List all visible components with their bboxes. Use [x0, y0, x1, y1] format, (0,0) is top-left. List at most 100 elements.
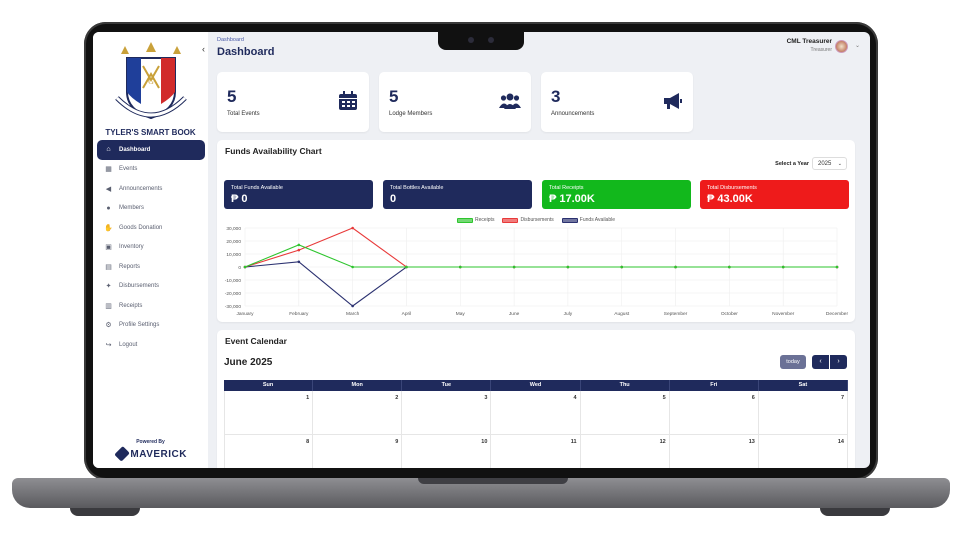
sidebar-item-label: Announcements: [119, 185, 163, 192]
calendar-day-cell[interactable]: 14: [759, 435, 848, 468]
maverick-logo: MAVERICK: [114, 446, 187, 462]
data-point: [297, 248, 301, 252]
fund-value: 0: [390, 193, 397, 205]
stat-label: Announcements: [551, 111, 595, 117]
user-role: Treasurer: [810, 47, 833, 53]
stat-card-events[interactable]: 5 Total Events: [217, 72, 369, 132]
weekday-label: Tue: [402, 380, 492, 391]
x-tick-label: April: [402, 311, 412, 317]
legend-item[interactable]: Disbursements: [502, 217, 554, 223]
legend-swatch: [502, 217, 519, 223]
calendar-day-cell[interactable]: 5: [580, 391, 670, 435]
calendar-day-cell[interactable]: 12: [581, 435, 670, 468]
weekday-label: Sun: [224, 380, 314, 391]
user-name: CML Treasurer: [786, 38, 832, 45]
camera-notch: [438, 30, 524, 50]
sidebar-item-logout[interactable]: ↪ Logout: [97, 335, 205, 355]
sidebar-item-label: Disbursements: [119, 283, 160, 290]
collapse-sidebar-icon[interactable]: ‹: [202, 44, 205, 54]
user-menu[interactable]: CML Treasurer Treasurer ⌄: [786, 38, 860, 53]
sidebar-item-dashboard[interactable]: ⌂ Dashboard: [97, 140, 205, 160]
sidebar-item-reports[interactable]: ▤ Reports: [97, 257, 205, 277]
x-tick-label: August: [614, 311, 630, 317]
calendar-icon: [339, 91, 357, 110]
calendar-day-cell[interactable]: 3: [402, 391, 492, 435]
weekday-label: Thu: [581, 380, 670, 391]
stat-label: Total Events: [227, 111, 260, 117]
today-button[interactable]: today: [780, 355, 806, 369]
app-screen: G TYLER'S SMART BOOK ⌂ Dashboard ▦ Events ◀ A…: [93, 32, 870, 468]
megaphone-icon: ◀: [105, 185, 112, 193]
sidebar-item-label: Dashboard: [119, 146, 151, 153]
chevron-down-icon: ⌄: [837, 161, 842, 167]
calendar-day-cell[interactable]: 1: [224, 391, 314, 435]
stat-label: Lodge Members: [389, 111, 433, 117]
prev-month-button[interactable]: ‹: [812, 355, 829, 369]
calendar-day-cell[interactable]: 9: [313, 435, 403, 468]
y-tick-label: 20,000: [226, 239, 241, 245]
sidebar-item-label: Receipts: [119, 302, 143, 309]
year-select[interactable]: 2025 ⌄: [812, 157, 847, 170]
sidebar-item-label: Goods Donation: [119, 224, 163, 231]
stat-card-members[interactable]: 5 Lodge Members: [379, 72, 531, 132]
page-title: Dashboard: [217, 46, 275, 58]
data-point: [405, 265, 408, 269]
fund-value: ₱ 43.00K: [707, 193, 753, 205]
calendar-day-cell[interactable]: 4: [491, 391, 581, 435]
x-tick-label: July: [564, 311, 573, 317]
camera-icon: [468, 37, 474, 43]
legend-swatch: [456, 217, 473, 223]
legend-item[interactable]: Receipts: [456, 217, 494, 223]
sidebar-item-inventory[interactable]: ▣ Inventory: [97, 238, 205, 258]
sidebar-item-announcements[interactable]: ◀ Announcements: [97, 179, 205, 199]
home-icon: ⌂: [106, 146, 111, 154]
data-point: [728, 265, 731, 269]
data-point: [351, 226, 354, 230]
calendar-day-cell[interactable]: 2: [313, 391, 403, 435]
calendar-day-cell[interactable]: 6: [669, 391, 759, 435]
calendar-day-cell[interactable]: 11: [491, 435, 581, 468]
sidebar: G TYLER'S SMART BOOK ⌂ Dashboard ▦ Events ◀ A…: [93, 32, 208, 468]
fund-card-total-receipts: Total Receipts ₱ 17.00K: [542, 180, 691, 209]
sidebar-item-receipts[interactable]: ▥ Receipts: [97, 296, 205, 316]
fund-label: Total Disbursements: [707, 185, 757, 191]
calendar-day-cell[interactable]: 7: [758, 391, 848, 435]
event-calendar-card: Event Calendar June 2025 today ‹ › Sun Mo…: [217, 330, 855, 468]
fund-value: ₱ 17.00K: [549, 193, 595, 205]
sidebar-item-label: Inventory: [119, 244, 144, 251]
y-tick-label: 0: [238, 265, 241, 271]
legend-item[interactable]: Funds Available: [561, 217, 615, 223]
next-month-button[interactable]: ›: [830, 355, 847, 369]
y-tick-label: -30,000: [225, 304, 242, 310]
weekday-label: Sat: [759, 380, 848, 391]
users-icon: [499, 93, 521, 109]
fund-card-total-disbursements: Total Disbursements ₱ 43.00K: [700, 180, 849, 209]
fund-value: ₱ 0: [231, 193, 248, 205]
file-icon: ▤: [105, 263, 112, 271]
legend-label: Disbursements: [520, 217, 554, 223]
sidebar-item-members[interactable]: ● Members: [97, 199, 205, 219]
calendar-day-cell[interactable]: 8: [224, 435, 314, 468]
breadcrumb[interactable]: Dashboard: [217, 37, 244, 43]
calendar-weekday-header: Sun Mon Tue Wed Thu Fri Sat: [224, 380, 848, 391]
calendar-day-cell[interactable]: 13: [670, 435, 759, 468]
laptop-base: [12, 478, 950, 508]
data-point: [297, 243, 301, 247]
data-point: [243, 265, 247, 269]
lodge-seal-logo: G: [115, 42, 187, 120]
hand-money-icon: ✦: [105, 283, 112, 291]
calendar-day-cell[interactable]: 10: [402, 435, 492, 468]
x-tick-label: June: [509, 311, 520, 317]
sidebar-item-disbursements[interactable]: ✦ Disbursements: [97, 277, 205, 297]
laptop-foot: [70, 508, 140, 516]
x-tick-label: March: [346, 311, 360, 317]
avatar[interactable]: [835, 40, 848, 53]
fund-label: Total Bottles Available: [390, 185, 444, 191]
fund-label: Total Funds Available: [231, 185, 283, 191]
stat-card-announcements[interactable]: 3 Announcements: [541, 72, 693, 132]
sidebar-item-goods-donation[interactable]: ✋ Goods Donation: [97, 218, 205, 238]
sidebar-item-profile-settings[interactable]: ⚙ Profile Settings: [97, 316, 205, 336]
sidebar-item-events[interactable]: ▦ Events: [97, 160, 205, 180]
chevron-down-icon[interactable]: ⌄: [854, 43, 860, 49]
y-tick-label: -20,000: [225, 291, 242, 297]
